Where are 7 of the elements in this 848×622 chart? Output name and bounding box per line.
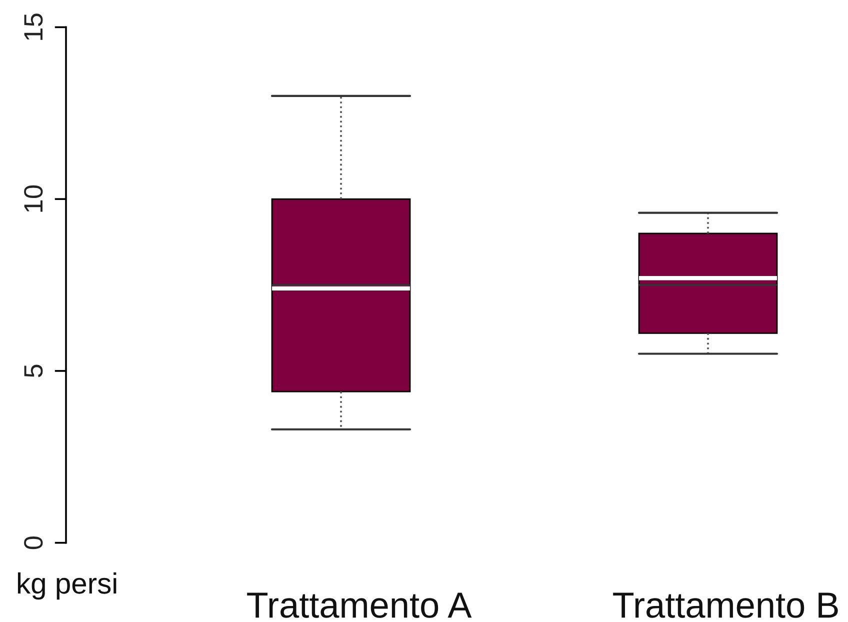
x-tick-label: Trattamento A <box>247 592 472 618</box>
x-tick-label: Trattamento B <box>613 592 838 618</box>
y-tick-label: 0 <box>24 536 43 550</box>
y-tick-label: 10 <box>24 185 43 212</box>
y-tick-label: 5 <box>24 364 43 378</box>
y-axis-title: kg persi <box>18 572 116 600</box>
y-tick-label: 15 <box>24 14 43 40</box>
